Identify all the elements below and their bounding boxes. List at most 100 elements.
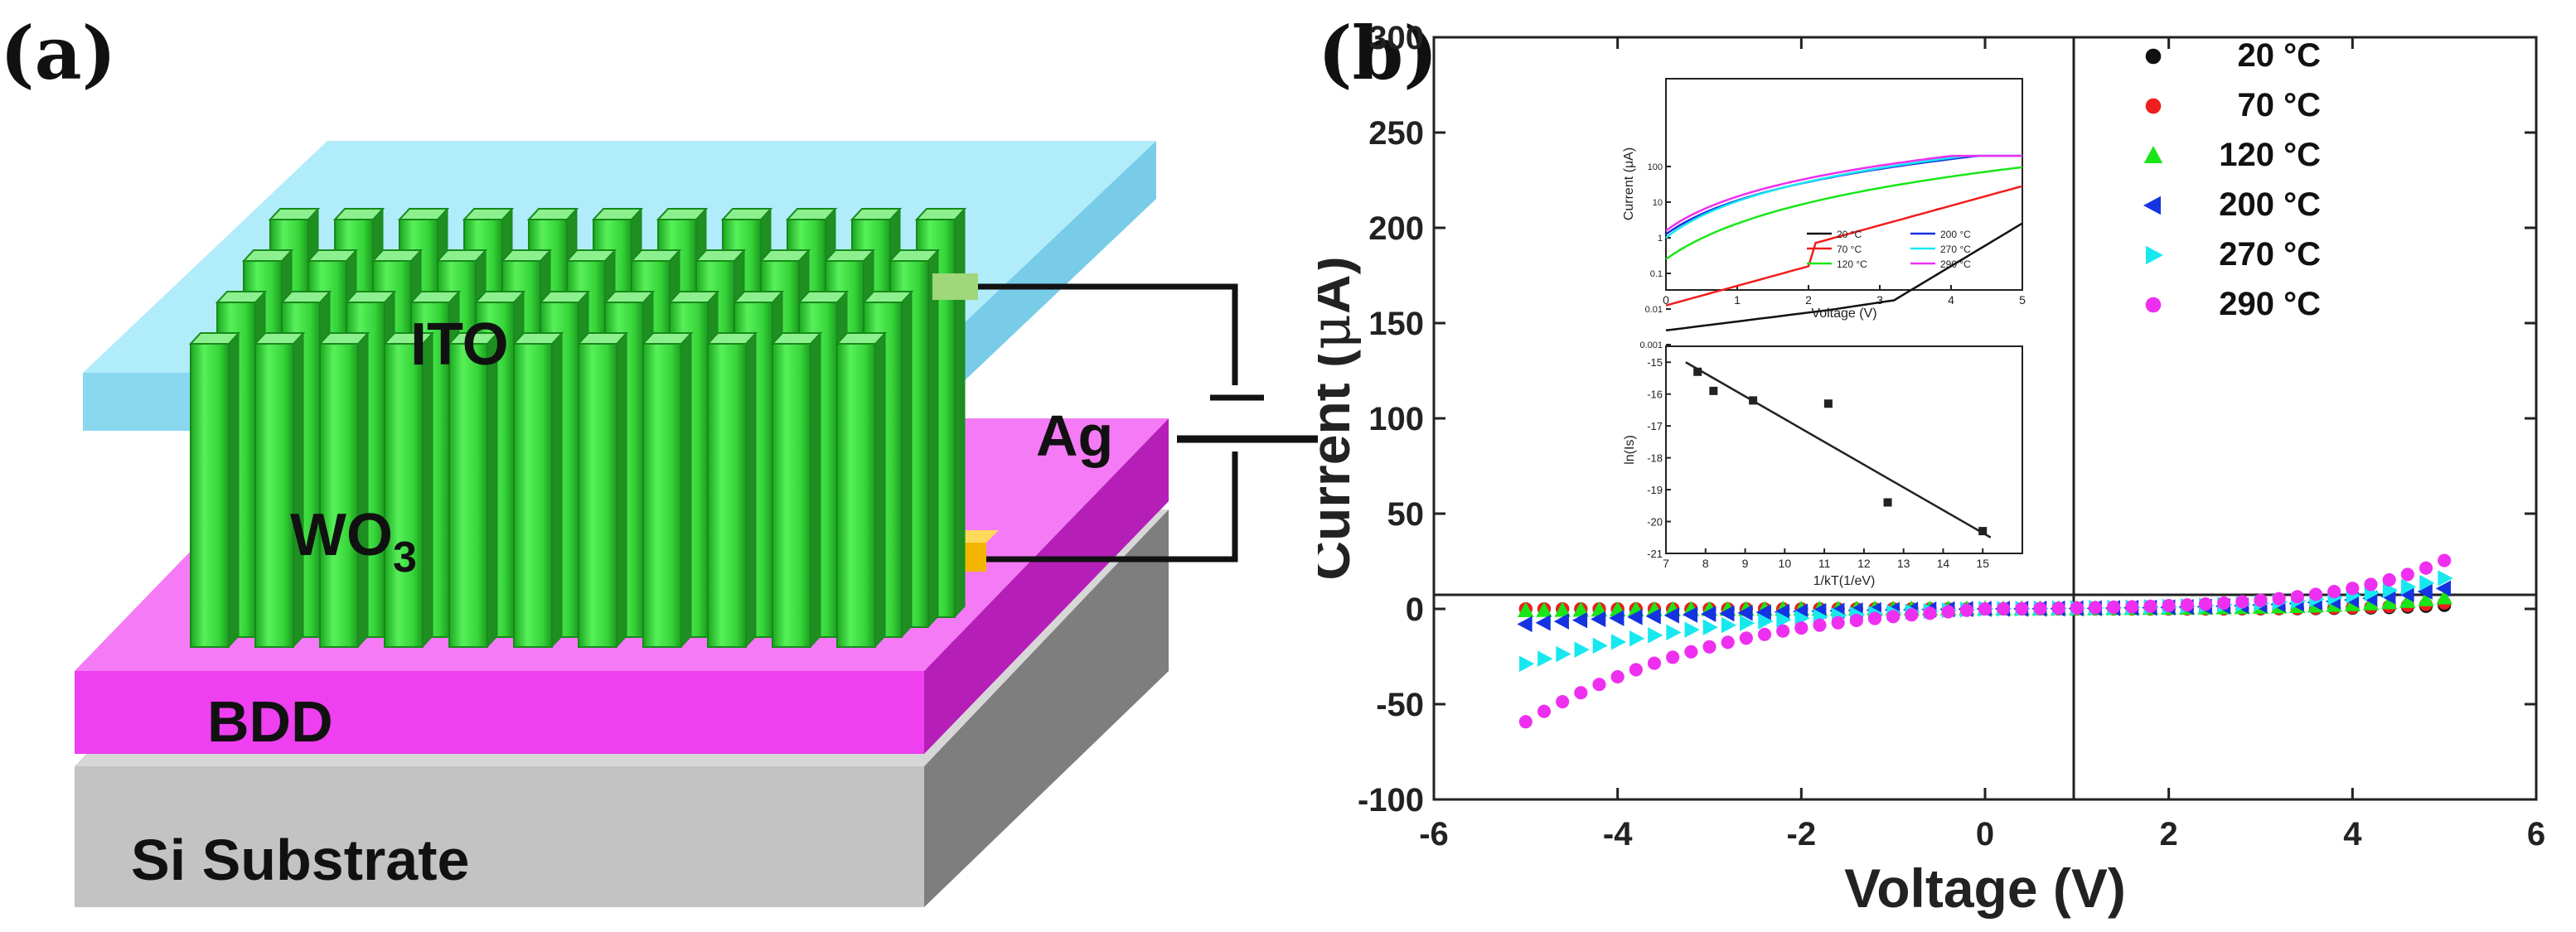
x-tick-label: 6 (2527, 816, 2545, 852)
data-point (1774, 603, 1789, 621)
data-point (1702, 619, 1718, 636)
data-point (1609, 610, 1625, 626)
data-point (2162, 598, 2176, 613)
legend-label: 70 °C (2238, 87, 2322, 123)
data-point (1886, 610, 1901, 624)
bdd-label: BDD (207, 689, 333, 754)
legend-entry: 120 °C (2143, 137, 2321, 173)
wo3-nanorod (770, 331, 823, 649)
inset2-x-title: 1/kT(1/eV) (1813, 574, 1876, 588)
inset2-y-tick-label: -19 (1647, 484, 1663, 496)
wo3-nanorod (447, 331, 500, 649)
inset1-series-line (1665, 166, 2023, 260)
inset1-legend-label: 120 °C (1837, 258, 1867, 270)
data-point (1536, 601, 1552, 617)
inset1-legend-label: 200 °C (1940, 229, 1971, 240)
wo3-label: WO3 (290, 502, 417, 582)
iv-chart: (b) -6 -4 -2 0 2 4 6-100-50050100150200250300 … (1318, 10, 2545, 919)
inset1-x-tick-label: 3 (1876, 293, 1883, 307)
data-point (1629, 630, 1645, 647)
data-point (1702, 640, 1717, 654)
panel-a-device-schematic: (a) ITO WO3 BDD Si Substrate Ag (0, 10, 1318, 907)
data-point (1997, 601, 2011, 616)
legend-entry: 20 °C (2145, 37, 2321, 74)
data-point (1739, 631, 1753, 645)
data-point (2235, 595, 2249, 609)
inset1-legend-label: 20 °C (1837, 229, 1862, 240)
inset2-x-tick-label: 14 (1937, 557, 1950, 570)
data-point (2435, 580, 2451, 597)
inset1-x-tick-label: 1 (1734, 293, 1741, 307)
data-point (1776, 611, 1792, 628)
data-point (1737, 605, 1753, 621)
y-tick-label: 50 (1387, 496, 1425, 533)
main-data-points (1517, 553, 2453, 729)
wo3-nanorod (641, 331, 694, 649)
ito-contact (932, 273, 978, 300)
data-point (1537, 650, 1553, 667)
data-point (1572, 601, 1590, 617)
inset2-data-point (1709, 386, 1718, 395)
data-point (1517, 616, 1533, 633)
data-point (1629, 663, 1643, 677)
y-tick-label: 150 (1368, 306, 1424, 342)
data-point (2290, 590, 2304, 604)
inset2-y-tick-label: -17 (1647, 420, 1663, 432)
ag-label: Ag (1036, 403, 1113, 468)
data-point (1684, 621, 1700, 638)
inset1-y-tick-label: 100 (1648, 162, 1663, 172)
inset2-fit-line (1685, 361, 1992, 538)
data-point (1758, 613, 1774, 630)
legend-marker (2145, 98, 2162, 114)
data-point (1648, 627, 1663, 644)
y-tick-label: 300 (1368, 20, 1424, 56)
data-point (1556, 694, 1570, 709)
x-tick-label: -6 (1419, 816, 1449, 852)
legend-entry: 270 °C (2146, 236, 2321, 273)
panel-a-label: (a) (0, 10, 116, 96)
y-tick-label: -50 (1376, 687, 1424, 723)
data-point (1867, 611, 1882, 625)
data-point (1831, 616, 1845, 630)
inset1-series-line (1665, 222, 2023, 332)
data-point (2419, 574, 2435, 592)
panel-b-label: (b) (1318, 10, 1438, 96)
y-tick-label: 100 (1368, 401, 1424, 437)
wo3-nanorod (382, 331, 435, 649)
data-point (1554, 601, 1571, 617)
circuit (978, 283, 1318, 563)
data-point (2418, 591, 2434, 606)
data-point (1794, 621, 1809, 635)
data-point (1571, 611, 1588, 629)
inset2-y-tick-label: -20 (1647, 516, 1663, 529)
wo3-nanorod (188, 331, 241, 649)
legend-marker (2143, 196, 2161, 215)
inset2-y-tick-label: -15 (1647, 356, 1663, 369)
legend-entry: 70 °C (2145, 87, 2322, 123)
data-point (1740, 615, 1755, 631)
data-point (2308, 587, 2323, 601)
inset1-x-tick-label: 5 (2019, 293, 2026, 307)
data-point (2217, 596, 2231, 610)
data-point (1666, 650, 1680, 664)
inset1-x-tick-label: 0 (1663, 293, 1669, 307)
data-point (1574, 641, 1590, 659)
data-point (1518, 601, 1534, 618)
wo3-nanorods (188, 207, 967, 649)
inset2-data-point (1883, 498, 1892, 507)
inset2-data-point (1978, 527, 1988, 536)
data-point (1721, 616, 1737, 634)
data-point (1574, 686, 1588, 700)
data-point (1757, 627, 1772, 641)
ito-label: ITO (410, 311, 509, 378)
y-tick-label: 250 (1368, 115, 1424, 152)
inset2-x-tick-label: 12 (1857, 557, 1871, 570)
data-point (2088, 601, 2103, 615)
wo3-nanorod (705, 331, 758, 649)
data-point (2272, 592, 2286, 606)
data-point (1719, 605, 1735, 622)
data-point (1553, 613, 1569, 630)
legend-label: 270 °C (2219, 236, 2321, 273)
inset2-x-tick-label: 11 (1818, 557, 1831, 570)
